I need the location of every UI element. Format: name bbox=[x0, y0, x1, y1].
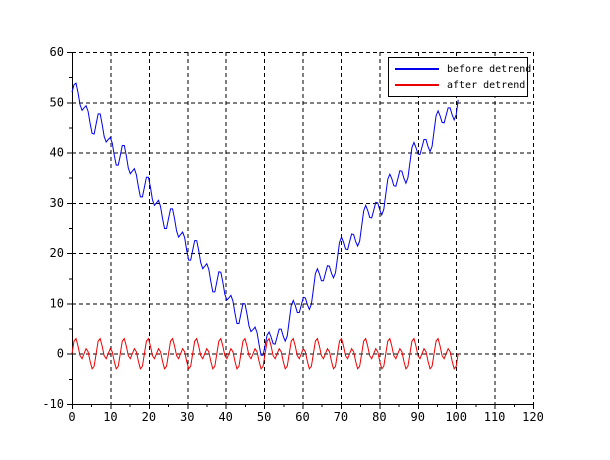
x-tick-label: 20 bbox=[142, 410, 156, 424]
y-tick-label: 0 bbox=[57, 347, 64, 361]
series-line-before-detrend bbox=[71, 82, 459, 356]
x-tick-label: 0 bbox=[68, 410, 75, 424]
y-tick-label: 20 bbox=[50, 246, 64, 260]
y-tick-label: -10 bbox=[42, 397, 64, 411]
x-tick-label: 50 bbox=[257, 410, 271, 424]
legend-line-sample-before-detrend bbox=[395, 68, 439, 70]
legend-entry-after-detrend: after detrend bbox=[395, 79, 527, 92]
x-tick-label: 30 bbox=[180, 410, 194, 424]
legend-label: after detrend bbox=[447, 79, 526, 91]
y-tick-label: 40 bbox=[50, 146, 64, 160]
legend-label: before detrend bbox=[447, 63, 532, 75]
x-tick-label: 100 bbox=[445, 410, 467, 424]
y-tick-label: 30 bbox=[50, 196, 64, 210]
x-tick-label: 110 bbox=[484, 410, 506, 424]
legend-line-sample-after-detrend bbox=[395, 84, 439, 86]
x-tick-label: 80 bbox=[372, 410, 386, 424]
x-tick-label: 120 bbox=[522, 410, 544, 424]
y-tick-label: 60 bbox=[50, 45, 64, 59]
x-tick-label: 10 bbox=[103, 410, 117, 424]
y-tick-label: 10 bbox=[50, 296, 64, 310]
legend: before detrend after detrend bbox=[388, 57, 531, 97]
y-tick-label: 50 bbox=[50, 95, 64, 109]
x-tick-label: 70 bbox=[334, 410, 348, 424]
x-tick-label: 90 bbox=[411, 410, 425, 424]
series-line-after-detrend bbox=[71, 337, 459, 370]
legend-entry-before-detrend: before detrend bbox=[395, 63, 531, 76]
x-tick-label: 40 bbox=[218, 410, 232, 424]
x-tick-label: 60 bbox=[295, 410, 309, 424]
